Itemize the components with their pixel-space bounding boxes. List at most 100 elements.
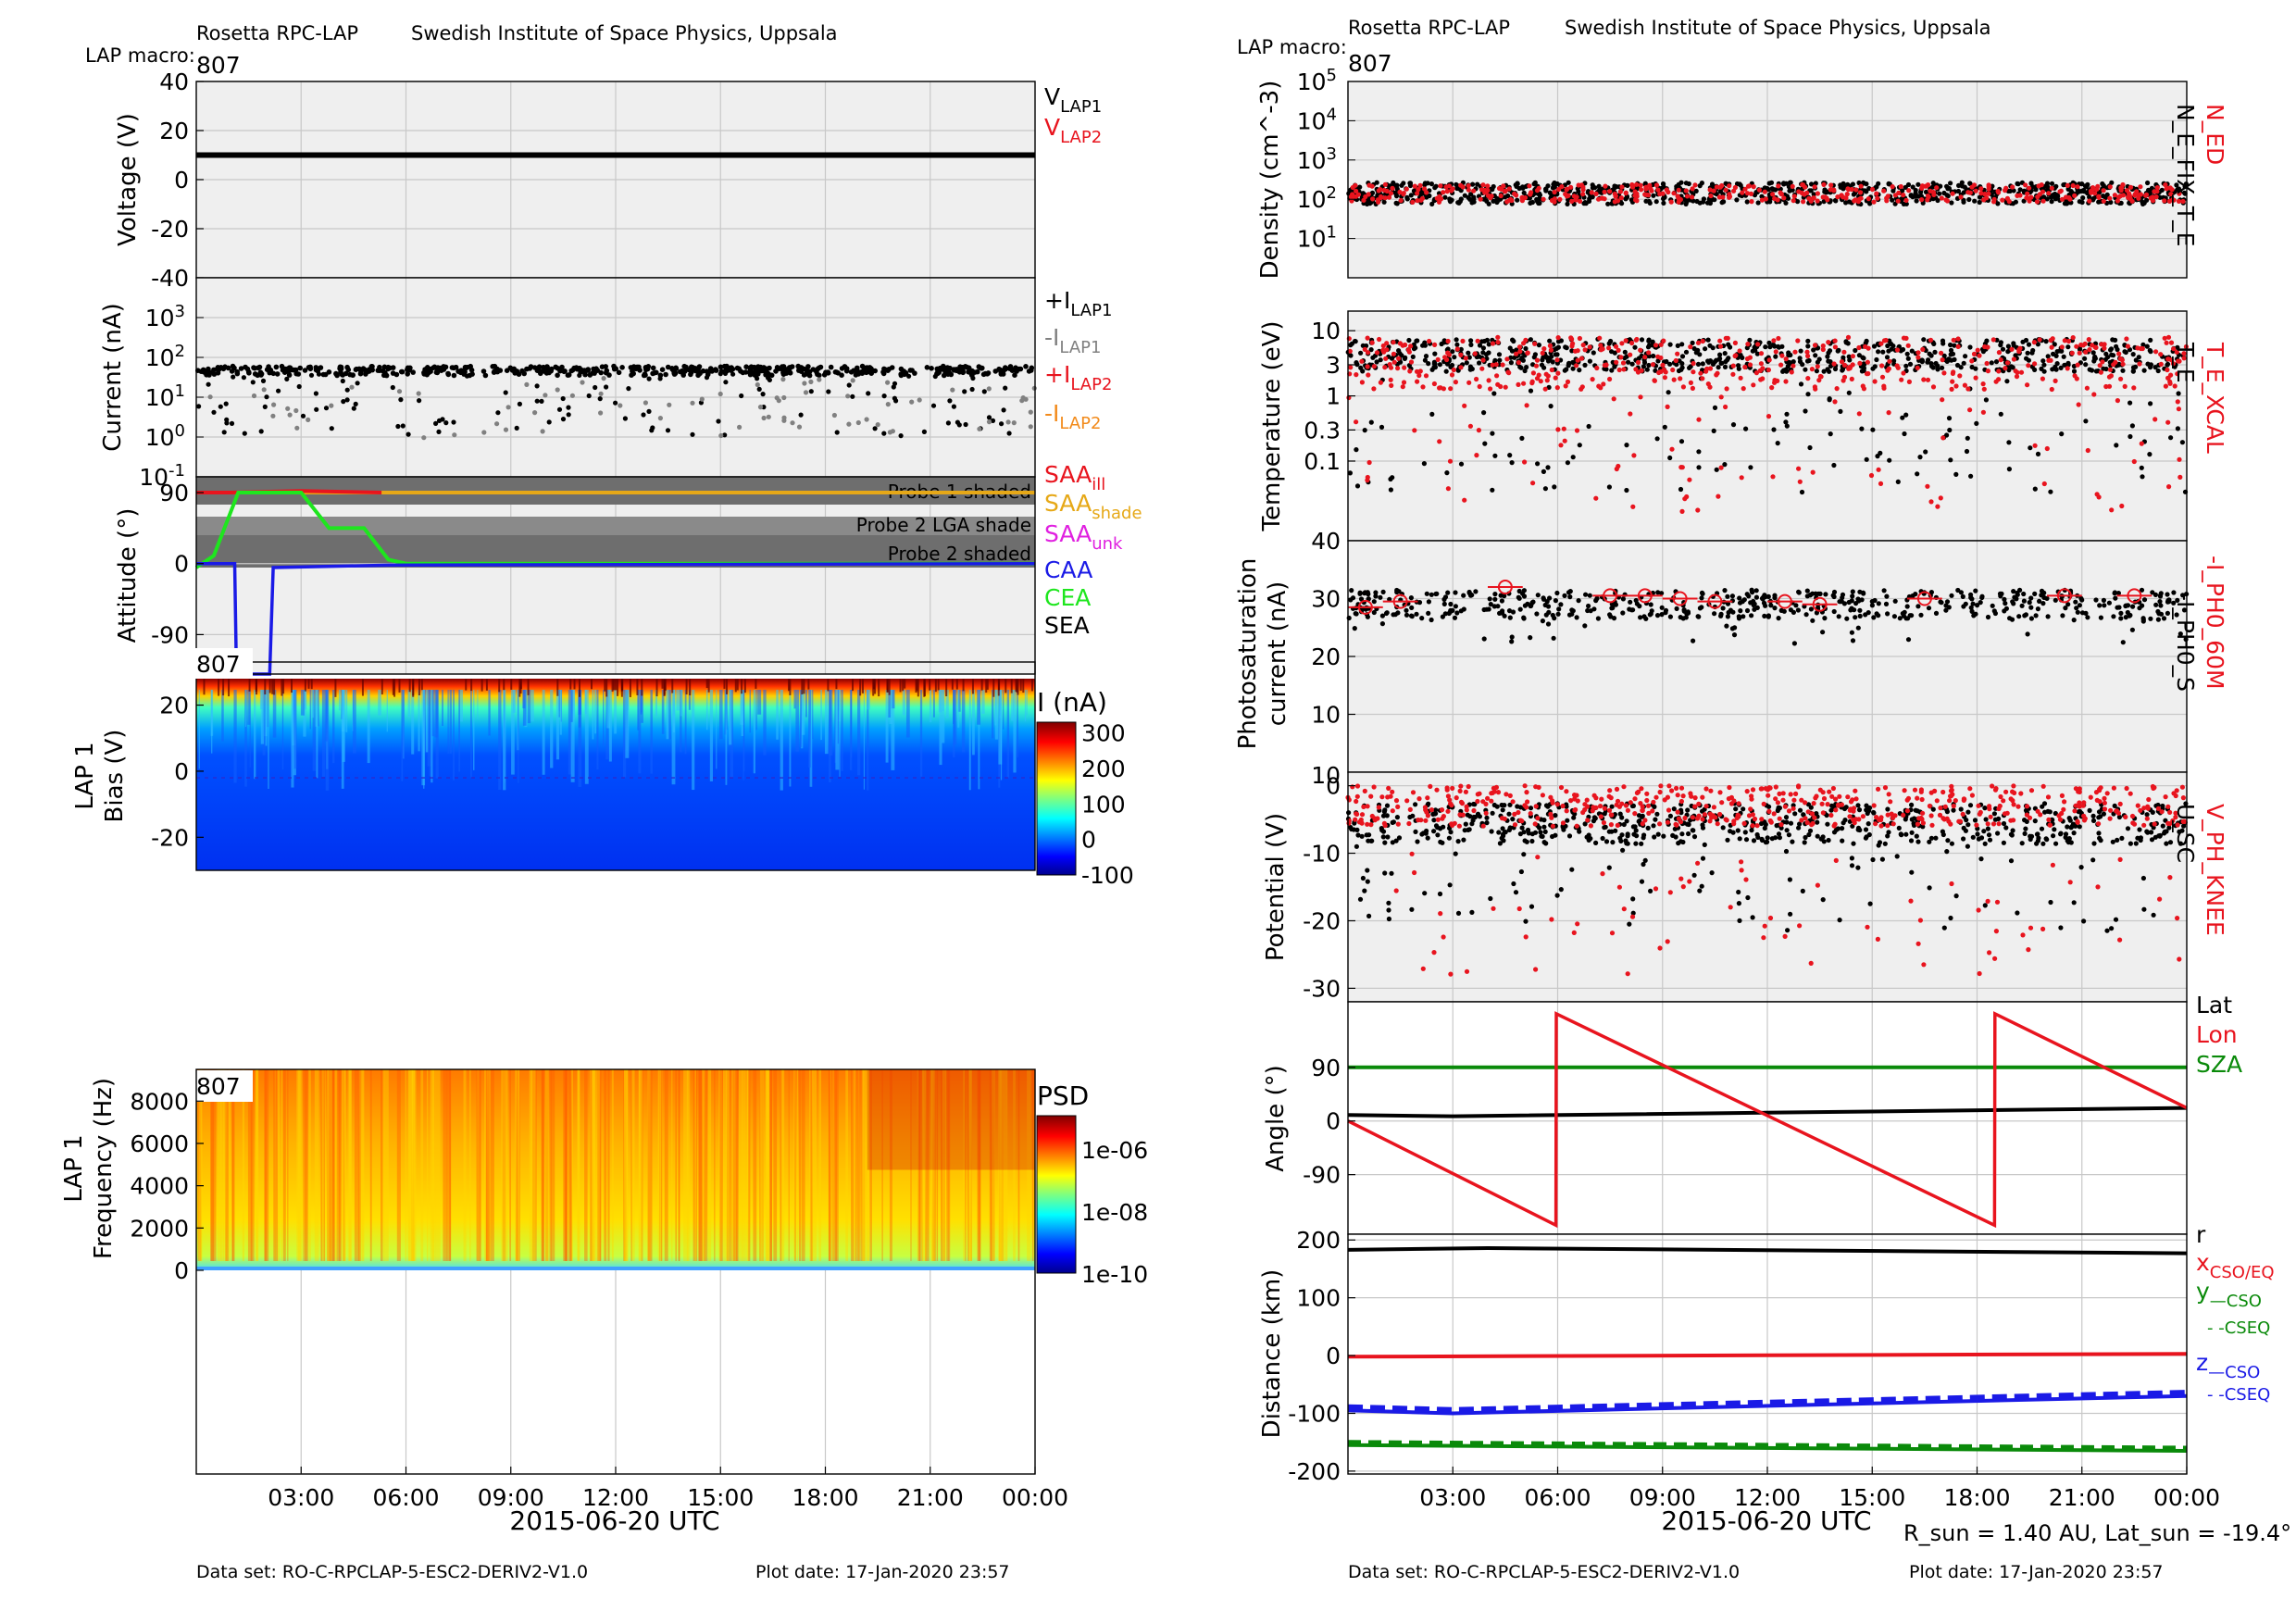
temperature-point-red <box>1555 335 1561 341</box>
bias-spectrogram-streak <box>447 690 449 754</box>
temperature-point-black <box>1354 360 1359 366</box>
temperature-point-black <box>1917 455 1923 460</box>
bias-spectrogram-streak <box>603 690 605 746</box>
current-point <box>244 366 251 372</box>
temperature-point-red <box>2093 344 2099 350</box>
density-point-black <box>1454 185 1460 192</box>
temperature-point-black <box>1403 355 1408 360</box>
current-point <box>516 371 522 378</box>
temperature-point-red <box>1887 358 1892 364</box>
bias-spectrogram-streak <box>655 690 657 717</box>
current-point <box>929 366 934 371</box>
bias-spectrogram-streak <box>622 690 627 778</box>
bias-spectrogram-streak <box>578 679 580 697</box>
temperature-point-red <box>1876 467 1881 472</box>
freq-spectrogram-streak <box>490 1069 494 1261</box>
current-point <box>786 369 792 374</box>
photosat-point <box>1448 601 1454 607</box>
freq-spectrogram-streak <box>411 1069 415 1261</box>
photosat-point <box>1753 594 1759 600</box>
temperature-point-black <box>2179 440 2185 445</box>
density-point-red <box>1648 186 1653 192</box>
bias-spectrogram-streak <box>485 679 488 691</box>
temperature-point-black <box>1676 368 1682 374</box>
photosat-point <box>1943 607 1949 613</box>
bias-spectrogram-streak <box>707 679 710 693</box>
temperature-point-red <box>1431 381 1437 387</box>
temperature-point-red <box>1378 380 1383 385</box>
current-point <box>723 380 729 385</box>
bias-spectrogram-streak <box>723 679 726 689</box>
current-point <box>846 382 852 388</box>
density-point-black <box>1867 201 1873 206</box>
density-point-red <box>1370 196 1376 202</box>
density-point-black <box>2096 199 2102 205</box>
temperature-point-black <box>1552 484 1557 490</box>
freq-spectrogram-streak <box>698 1069 703 1261</box>
freq-spectrogram-streak <box>862 1069 867 1261</box>
current-point <box>280 367 286 373</box>
temperature-point-red <box>1633 337 1639 343</box>
freq-spectrogram-streak <box>227 1069 231 1261</box>
temperature-point-red <box>1495 340 1501 345</box>
bias-ytick-label: 20 <box>159 693 189 719</box>
bias-spectrogram-streak <box>596 690 599 770</box>
bias-spectrogram-streak <box>570 690 573 722</box>
freq-spectrogram-streak <box>738 1069 743 1261</box>
temperature-point-red <box>1718 394 1724 400</box>
potential-point-black <box>1840 826 1845 831</box>
density-point-black <box>1678 180 1684 185</box>
temperature-point-red <box>1477 383 1482 390</box>
bias-spectrogram-streak <box>741 690 743 737</box>
density-point-black <box>1357 184 1363 190</box>
density-point-black <box>2079 181 2085 187</box>
bias-spectrogram-streak <box>522 690 526 709</box>
freq-spectrogram-streak <box>623 1069 629 1261</box>
density-point-red <box>1749 199 1754 205</box>
density-point-red <box>1727 192 1732 197</box>
photosat-point <box>1762 613 1767 619</box>
density-point-red <box>1434 195 1440 201</box>
bias-spectrogram-streak <box>891 690 895 770</box>
bias-spectrogram-streak <box>997 679 1000 696</box>
bias-spectrogram-streak <box>780 690 783 791</box>
freq-spectrogram-streak <box>282 1069 286 1261</box>
bias-spectrogram-streak <box>594 690 597 734</box>
temperature-point-black <box>1360 343 1366 348</box>
density-point-red <box>1835 194 1841 200</box>
current-point-neg <box>737 424 742 430</box>
temperature-point-red <box>1414 369 1420 374</box>
density-point-red <box>1676 187 1681 193</box>
temperature-point-black <box>1653 368 1658 373</box>
freq-spectrogram-streak <box>584 1069 588 1261</box>
freq-spectrogram-streak <box>845 1069 849 1261</box>
density-point-black <box>1946 185 1952 192</box>
freq-spectrogram-streak <box>541 1069 545 1261</box>
current-point-neg <box>251 393 257 399</box>
temperature-point-red <box>1548 347 1554 353</box>
freq-spectrogram-streak <box>213 1069 217 1261</box>
bias-spectrogram-streak <box>233 690 237 783</box>
temperature-point-red <box>2102 345 2107 351</box>
density-point-red <box>1436 199 1442 205</box>
density-point-black <box>2079 199 2085 206</box>
current-point <box>650 365 656 371</box>
temperature-point-red <box>2165 375 2171 381</box>
density-point-black <box>1520 185 1526 191</box>
temperature-point-black <box>1426 361 1431 367</box>
temperature-point-black <box>2041 362 2047 368</box>
bias-spectrogram-streak <box>661 679 664 689</box>
current-point <box>200 367 206 373</box>
photosat-point <box>1810 618 1816 623</box>
freq-spectrogram-streak <box>730 1069 735 1261</box>
potential-point-black <box>1945 838 1951 843</box>
temperature-point-red <box>2032 443 2038 448</box>
freq-spectrogram-streak <box>726 1069 730 1261</box>
temperature-point-black <box>1550 359 1555 365</box>
density-point-red <box>2168 192 2174 197</box>
temperature-point-black <box>1791 359 1796 365</box>
freq-spectrogram-streak <box>590 1069 594 1261</box>
density-point-black <box>1429 181 1434 187</box>
potential-point-black <box>1655 831 1661 837</box>
density-point-red <box>1812 184 1817 190</box>
